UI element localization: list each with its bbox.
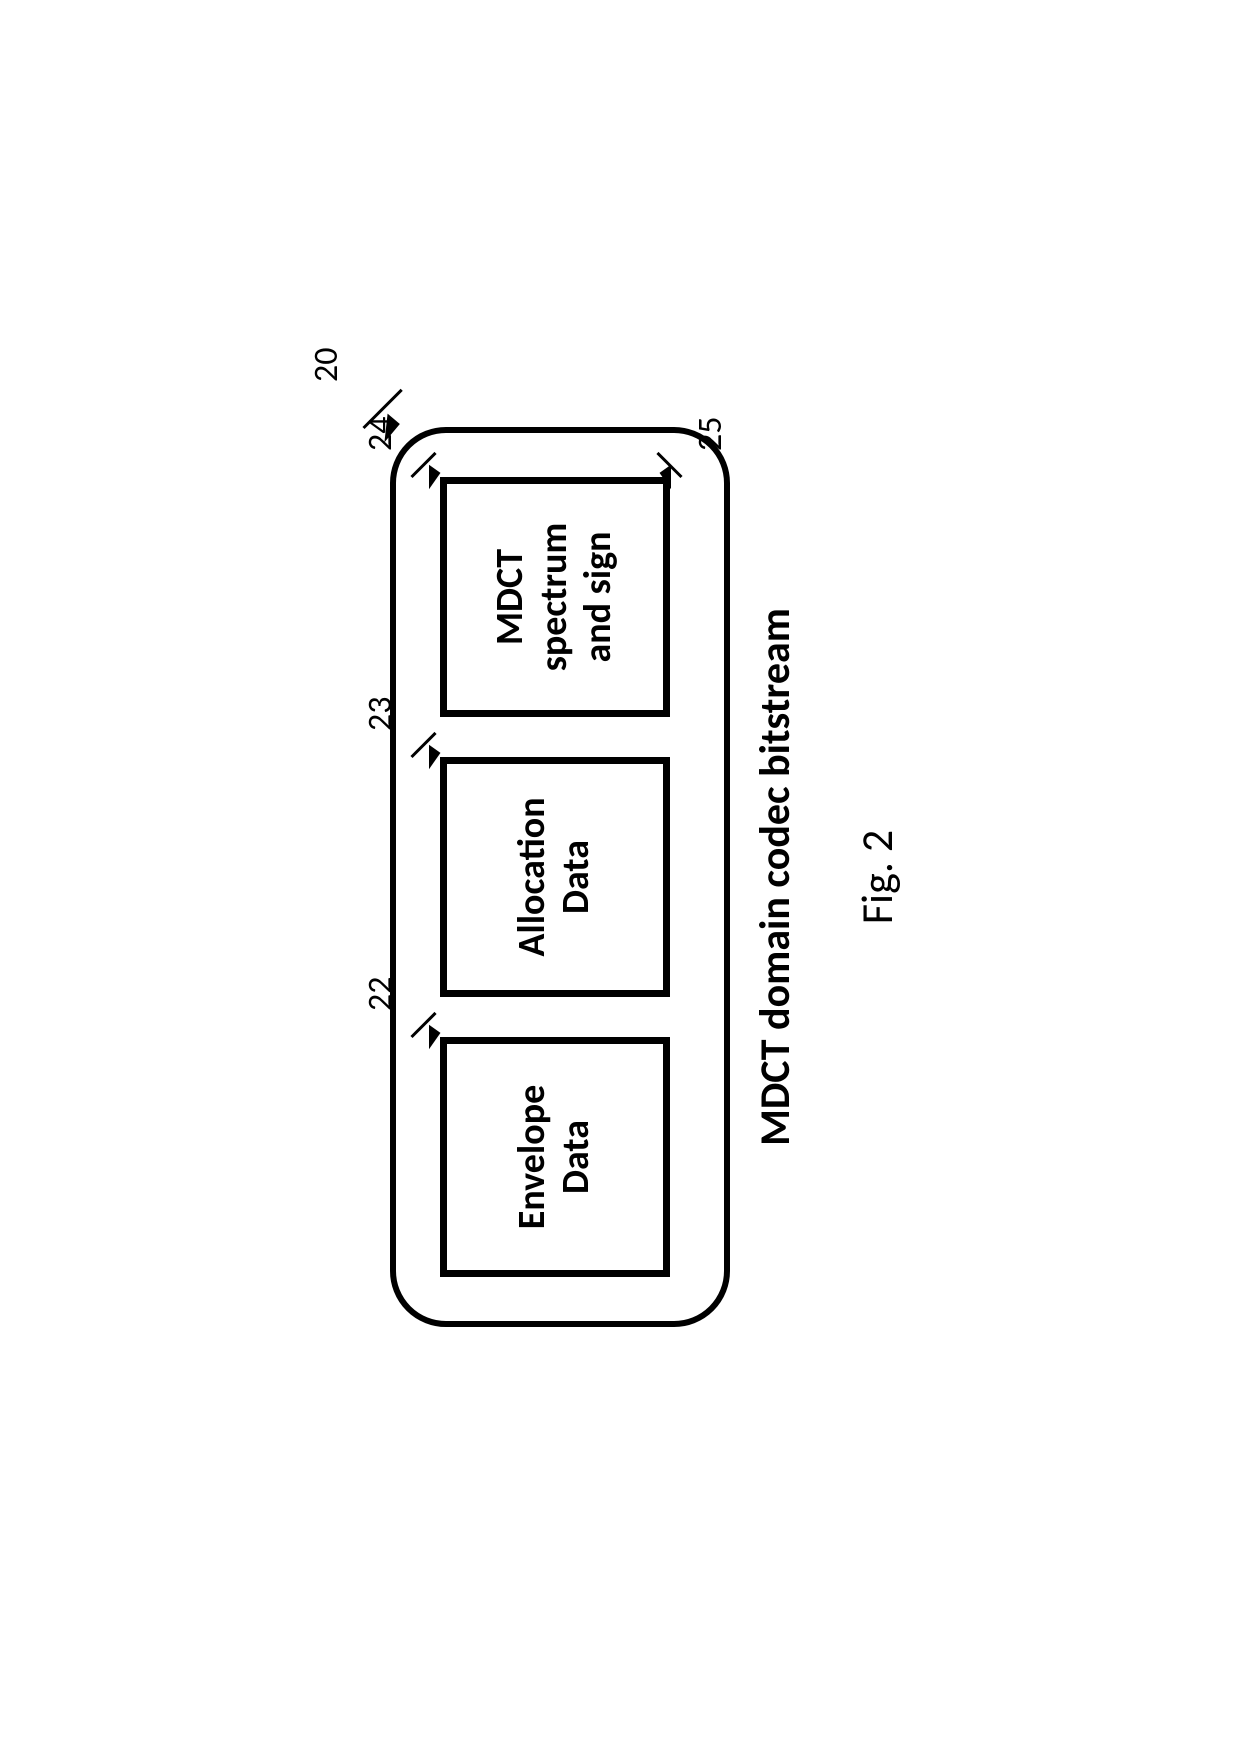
ref-23: 23 (360, 697, 401, 731)
box-allocation-data: AllocationData (440, 757, 670, 997)
figure-caption: Fig. 2 (850, 427, 904, 1327)
box-envelope-label: EnvelopeData (511, 1085, 598, 1229)
ref-20: 20 (306, 348, 347, 382)
box-allocation-label: AllocationData (511, 797, 598, 956)
figure-canvas: EnvelopeData AllocationData MDCTspectrum… (0, 0, 1240, 1754)
box-mdct-label: MDCTspectrumand sign (489, 523, 620, 672)
box-mdct-spectrum: MDCTspectrumand sign (440, 477, 670, 717)
caption-bitstream: MDCT domain codec bitstream (750, 427, 801, 1327)
ref-22: 22 (360, 977, 401, 1011)
diagram: EnvelopeData AllocationData MDCTspectrum… (310, 347, 930, 1407)
box-envelope-data: EnvelopeData (440, 1037, 670, 1277)
ref-25: 25 (690, 417, 731, 451)
